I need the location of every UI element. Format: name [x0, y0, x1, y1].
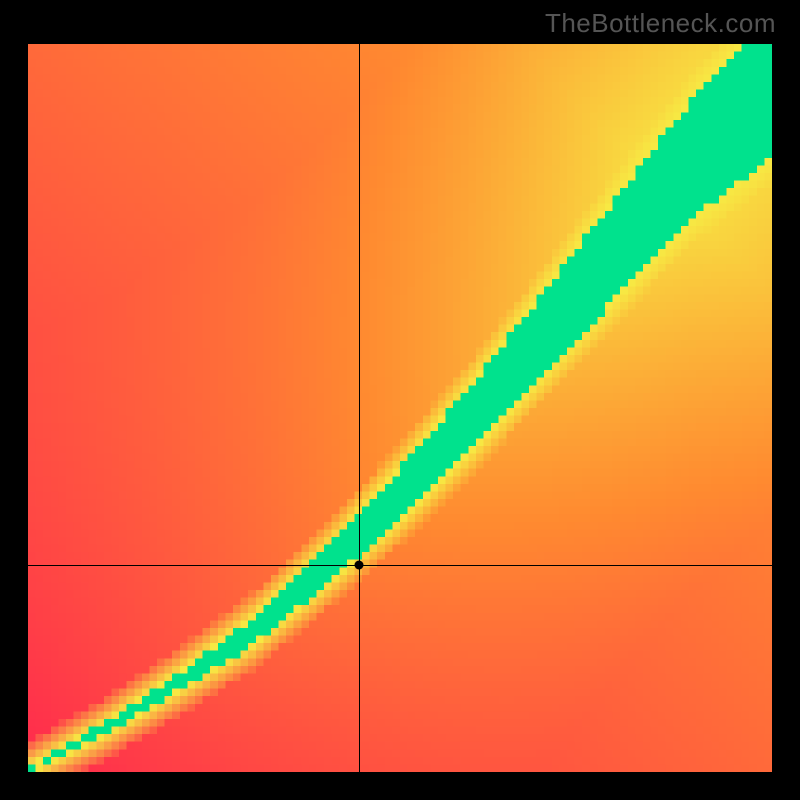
crosshair-horizontal — [28, 565, 772, 566]
chart-container: TheBottleneck.com — [0, 0, 800, 800]
crosshair-vertical — [359, 44, 360, 772]
heatmap-canvas — [28, 44, 772, 772]
plot-area — [28, 44, 772, 772]
watermark-text: TheBottleneck.com — [545, 8, 776, 39]
crosshair-marker — [355, 560, 364, 569]
